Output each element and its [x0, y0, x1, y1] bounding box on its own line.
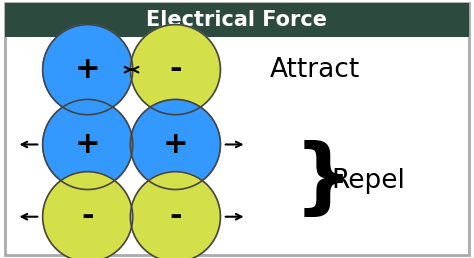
Ellipse shape: [43, 172, 133, 258]
Text: Electrical Force: Electrical Force: [146, 10, 328, 30]
Text: -: -: [82, 202, 94, 231]
Ellipse shape: [130, 99, 220, 190]
Text: +: +: [75, 55, 100, 84]
Text: Attract: Attract: [270, 57, 360, 83]
Text: +: +: [163, 130, 188, 159]
Text: -: -: [169, 55, 182, 84]
Text: Repel: Repel: [332, 168, 406, 194]
Ellipse shape: [130, 25, 220, 115]
FancyBboxPatch shape: [5, 3, 469, 37]
Text: }: }: [294, 140, 353, 221]
Ellipse shape: [43, 99, 133, 190]
Ellipse shape: [43, 25, 133, 115]
FancyBboxPatch shape: [5, 3, 469, 255]
Ellipse shape: [130, 172, 220, 258]
Text: +: +: [75, 130, 100, 159]
Text: -: -: [169, 202, 182, 231]
